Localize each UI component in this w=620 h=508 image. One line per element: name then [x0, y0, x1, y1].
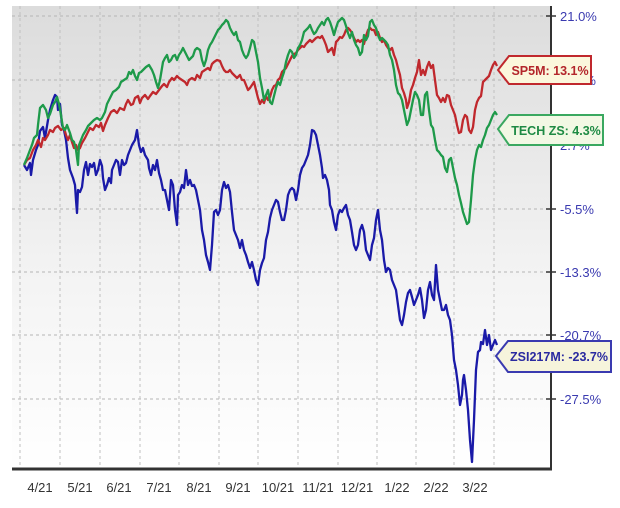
series-tag-label: SP5M: 13.1% — [511, 64, 588, 78]
series-line-sp5m — [23, 26, 499, 166]
y-tick-label: -27.5% — [560, 392, 602, 407]
x-tick-label: 11/21 — [302, 480, 334, 495]
x-tick-label: 9/21 — [225, 480, 250, 495]
vertical-gridlines — [19, 6, 495, 469]
series-line-zsi217m — [23, 93, 499, 464]
series-line-tech-zs — [22, 16, 498, 226]
x-tick-label: 8/21 — [186, 480, 211, 495]
x-tick-label: 12/21 — [341, 480, 374, 495]
y-tick-label: -20.7% — [560, 328, 602, 343]
series-tag-sp5m: SP5M: 13.1% — [496, 55, 592, 85]
y-tick-label: 21.0% — [560, 9, 597, 24]
y-tick-label: -13.3% — [560, 265, 602, 280]
series-tag-zsi217m: ZSI217M: -23.7% — [494, 340, 612, 373]
series-tag-label: ZSI217M: -23.7% — [510, 350, 608, 364]
x-tick-label: 4/21 — [27, 480, 52, 495]
x-tick-label: 2/22 — [423, 480, 448, 495]
series-tag-tech-zs: TECH ZS: 4.3% — [496, 114, 604, 146]
x-tick-label: 7/21 — [146, 480, 171, 495]
series-tag-label: TECH ZS: 4.3% — [511, 124, 601, 138]
x-tick-labels: 4/21 5/21 6/21 7/21 8/21 9/21 10/21 11/2… — [27, 480, 487, 495]
x-tick-label: 1/22 — [384, 480, 409, 495]
x-tick-label: 6/21 — [106, 480, 131, 495]
y-tick-label: -5.5% — [560, 202, 594, 217]
x-tick-label: 10/21 — [262, 480, 295, 495]
x-tick-label: 3/22 — [462, 480, 487, 495]
x-tick-label: 5/21 — [67, 480, 92, 495]
